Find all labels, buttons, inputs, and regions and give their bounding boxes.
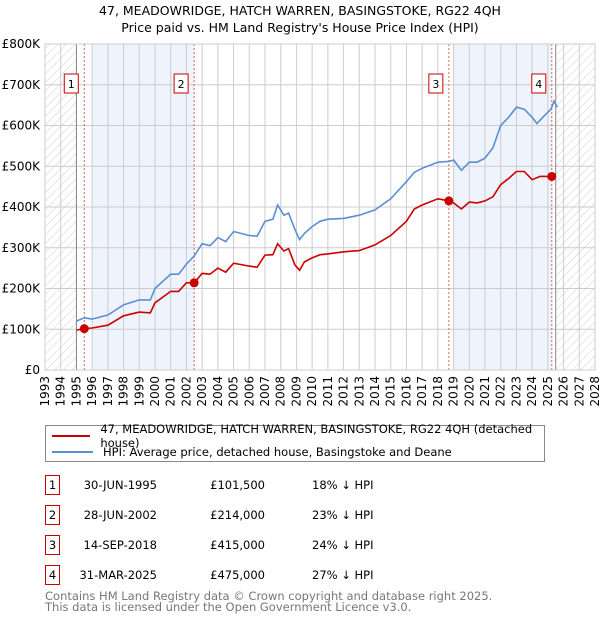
sale-number-badge: 2 bbox=[45, 505, 60, 525]
sale-row: 3 14-SEP-2018 £415,000 24% ↓ HPI bbox=[0, 535, 600, 555]
x-tick-label: 2023 bbox=[509, 376, 523, 407]
footer-licence: This data is licensed under the Open Gov… bbox=[45, 600, 412, 614]
x-tick-label: 2000 bbox=[148, 376, 162, 407]
sale-row: 2 28-JUN-2002 £214,000 23% ↓ HPI bbox=[0, 505, 600, 525]
x-tick-label: 2026 bbox=[557, 376, 571, 407]
sale-marker-label: 3 bbox=[432, 78, 439, 91]
sale-point bbox=[189, 278, 199, 288]
x-tick-label: 2007 bbox=[258, 376, 272, 407]
sale-number-badge: 1 bbox=[45, 475, 60, 495]
x-tick-label: 2011 bbox=[321, 376, 335, 407]
sale-hpi-diff: 24% ↓ HPI bbox=[312, 538, 374, 552]
y-tick-label: £100K bbox=[2, 322, 42, 336]
sale-marker-label: 1 bbox=[68, 78, 75, 91]
x-tick-label: 2019 bbox=[447, 376, 461, 407]
x-tick-label: 2013 bbox=[352, 376, 366, 407]
hpi-line bbox=[76, 99, 559, 322]
legend-label-hpi: HPI: Average price, detached house, Basi… bbox=[103, 445, 452, 459]
sale-point bbox=[79, 324, 89, 334]
price-chart: 1993 1994 1995 1996 1997 1998 1999 2000 2001 2002… bbox=[2, 37, 600, 407]
sale-marker-box bbox=[428, 73, 444, 94]
x-tick-label: 2021 bbox=[478, 376, 492, 407]
plot-border bbox=[44, 43, 596, 371]
sale-price: £475,000 bbox=[210, 568, 265, 582]
x-tick-label: 2017 bbox=[415, 376, 429, 407]
x-tick-label: 2005 bbox=[227, 376, 241, 407]
sale-marker-label: 4 bbox=[535, 78, 542, 91]
sale-point bbox=[547, 171, 557, 181]
sale-row: 4 31-MAR-2025 £475,000 27% ↓ HPI bbox=[0, 565, 600, 585]
legend-swatch-hpi bbox=[52, 451, 93, 453]
sale-hpi-diff: 23% ↓ HPI bbox=[312, 508, 374, 522]
sale-point bbox=[444, 196, 454, 206]
x-tick-label: 2027 bbox=[572, 376, 586, 407]
x-tick-label: 2003 bbox=[195, 376, 209, 407]
x-tick-label: 2006 bbox=[242, 376, 256, 407]
sale-price: £415,000 bbox=[210, 538, 265, 552]
x-tick-label: 2022 bbox=[494, 376, 508, 407]
chart-subtitle: Price paid vs. HM Land Registry's House … bbox=[121, 20, 479, 35]
sale-marker-label: 2 bbox=[178, 78, 185, 91]
sale-date: 31-MAR-2025 bbox=[79, 568, 157, 582]
sale-number-badge: 4 bbox=[45, 565, 60, 585]
x-tick-label: 2014 bbox=[368, 376, 382, 407]
chart-title: 47, MEADOWRIDGE, HATCH WARREN, BASINGSTO… bbox=[99, 3, 501, 18]
y-tick-label: £400K bbox=[2, 200, 42, 214]
legend: 47, MEADOWRIDGE, HATCH WARREN, BASINGSTO… bbox=[45, 422, 545, 462]
sale-price: £214,000 bbox=[210, 508, 265, 522]
y-tick-label: £800K bbox=[2, 37, 42, 51]
y-tick-label: £500K bbox=[2, 159, 42, 173]
y-tick-label: £300K bbox=[2, 241, 42, 255]
sale-number-badge: 3 bbox=[45, 535, 60, 555]
x-tick-label: 1997 bbox=[101, 376, 115, 407]
x-tick-label: 1998 bbox=[117, 376, 131, 407]
y-tick-label: £200K bbox=[2, 282, 42, 296]
x-tick-label: 2002 bbox=[179, 376, 193, 407]
sale-date: 30-JUN-1995 bbox=[83, 478, 157, 492]
x-tick-label: 2028 bbox=[588, 376, 600, 407]
x-tick-label: 2008 bbox=[274, 376, 288, 407]
footer-copyright: Contains HM Land Registry data © Crown c… bbox=[45, 589, 493, 603]
x-tick-label: 2012 bbox=[337, 376, 351, 407]
x-tick-label: 2016 bbox=[399, 376, 413, 407]
sale-marker-box bbox=[531, 73, 547, 94]
legend-swatch-price bbox=[52, 435, 91, 437]
x-tick-label: 1999 bbox=[132, 376, 146, 407]
sale-marker-box bbox=[63, 73, 79, 94]
sale-marker-box bbox=[173, 73, 189, 94]
x-tick-label: 1994 bbox=[54, 376, 68, 407]
sale-hpi-diff: 27% ↓ HPI bbox=[312, 568, 374, 582]
sale-row: 1 30-JUN-1995 £101,500 18% ↓ HPI bbox=[0, 475, 600, 495]
x-tick-label: 2025 bbox=[541, 376, 555, 407]
x-tick-label: 2001 bbox=[164, 376, 178, 407]
x-tick-label: 2018 bbox=[431, 376, 445, 407]
sale-hpi-diff: 18% ↓ HPI bbox=[312, 478, 374, 492]
sale-date: 14-SEP-2018 bbox=[83, 538, 157, 552]
x-tick-label: 1995 bbox=[69, 376, 83, 407]
x-tick-label: 2009 bbox=[289, 376, 303, 407]
price-paid-line bbox=[76, 170, 557, 331]
sale-date: 28-JUN-2002 bbox=[83, 508, 157, 522]
y-tick-label: £0 bbox=[25, 363, 40, 377]
x-tick-label: 1993 bbox=[38, 376, 52, 407]
y-tick-label: £600K bbox=[2, 119, 42, 133]
x-tick-label: 2020 bbox=[462, 376, 476, 407]
x-tick-label: 2024 bbox=[525, 376, 539, 407]
legend-label-price: 47, MEADOWRIDGE, HATCH WARREN, BASINGSTO… bbox=[100, 422, 533, 450]
y-tick-label: £700K bbox=[2, 78, 42, 92]
legend-item-hpi: HPI: Average price, detached house, Basi… bbox=[46, 444, 452, 460]
x-tick-label: 2010 bbox=[305, 376, 319, 407]
x-tick-label: 2015 bbox=[384, 376, 398, 407]
sale-price: £101,500 bbox=[210, 478, 265, 492]
x-tick-label: 2004 bbox=[211, 376, 225, 407]
x-tick-label: 1996 bbox=[85, 376, 99, 407]
legend-item-price: 47, MEADOWRIDGE, HATCH WARREN, BASINGSTO… bbox=[46, 422, 544, 450]
